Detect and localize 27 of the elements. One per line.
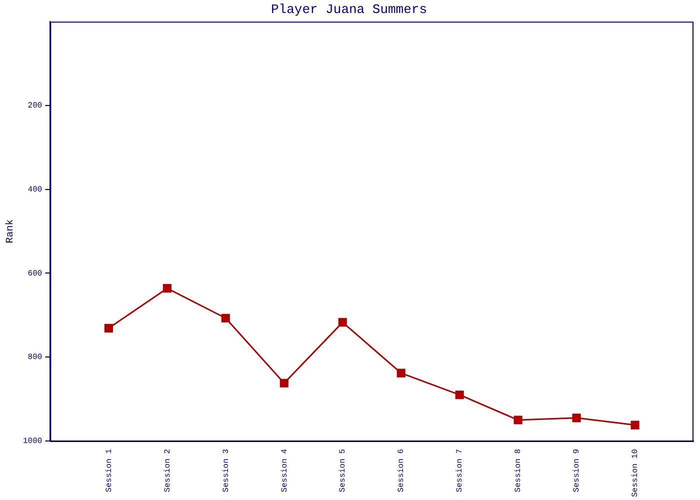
point <box>514 416 522 424</box>
x-tick-label: Session 3 <box>222 448 231 492</box>
x-tick-label: Session 9 <box>572 448 582 492</box>
x-tick-label: Session 6 <box>397 448 406 492</box>
point <box>221 314 230 322</box>
chart-title: Player Juana Summers <box>270 2 428 18</box>
point <box>455 390 464 400</box>
point <box>104 324 113 332</box>
x-tick-label: Session 10 <box>631 448 640 498</box>
point <box>162 284 172 293</box>
y-tick-label: 200 <box>28 102 42 111</box>
y-axis-title: Rank <box>4 219 17 244</box>
x-tick-label: Session 4 <box>280 448 290 492</box>
x-tick-label: Session 8 <box>514 448 524 492</box>
x-tick-label: Session 5 <box>338 448 348 492</box>
x-tick-label: Session 1 <box>104 448 114 492</box>
x-tick-label: Session 7 <box>456 448 465 492</box>
y-tick-label: 400 <box>28 185 42 194</box>
y-tick-label: 600 <box>28 269 42 278</box>
point <box>396 368 406 378</box>
x-tick-label: Session 2 <box>163 448 172 492</box>
point <box>630 420 640 430</box>
point <box>572 414 581 422</box>
point <box>280 378 288 388</box>
y-tick-label: 800 <box>28 353 42 362</box>
point <box>338 318 347 327</box>
y-tick-label: 1000 <box>23 437 42 446</box>
